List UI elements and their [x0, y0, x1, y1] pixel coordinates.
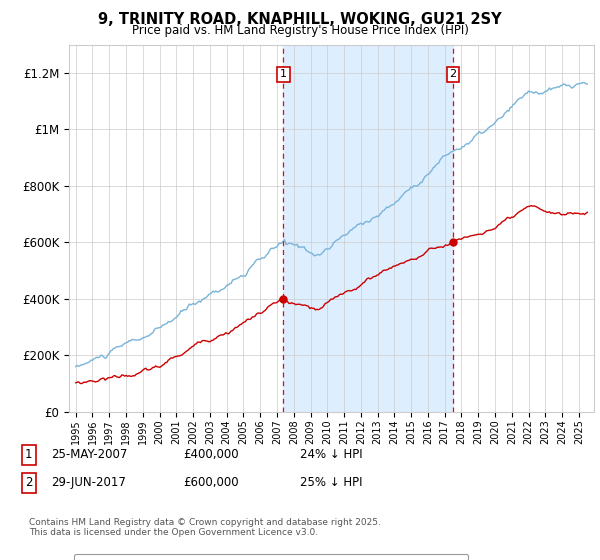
Text: 2: 2	[25, 476, 32, 489]
Text: £600,000: £600,000	[183, 476, 239, 489]
Text: 1: 1	[280, 69, 287, 80]
Text: Price paid vs. HM Land Registry's House Price Index (HPI): Price paid vs. HM Land Registry's House …	[131, 24, 469, 36]
Text: 29-JUN-2017: 29-JUN-2017	[51, 476, 126, 489]
Legend: 9, TRINITY ROAD, KNAPHILL, WOKING, GU21 2SY (detached house), HPI: Average price: 9, TRINITY ROAD, KNAPHILL, WOKING, GU21 …	[74, 554, 468, 560]
Text: Contains HM Land Registry data © Crown copyright and database right 2025.
This d: Contains HM Land Registry data © Crown c…	[29, 518, 380, 538]
Text: 24% ↓ HPI: 24% ↓ HPI	[300, 448, 362, 461]
Bar	[283, 45, 453, 412]
Text: 25-MAY-2007: 25-MAY-2007	[51, 448, 127, 461]
Text: 25% ↓ HPI: 25% ↓ HPI	[300, 476, 362, 489]
Text: 9, TRINITY ROAD, KNAPHILL, WOKING, GU21 2SY: 9, TRINITY ROAD, KNAPHILL, WOKING, GU21 …	[98, 12, 502, 27]
Text: 1: 1	[25, 448, 32, 461]
Text: £400,000: £400,000	[183, 448, 239, 461]
Text: 2: 2	[449, 69, 457, 80]
